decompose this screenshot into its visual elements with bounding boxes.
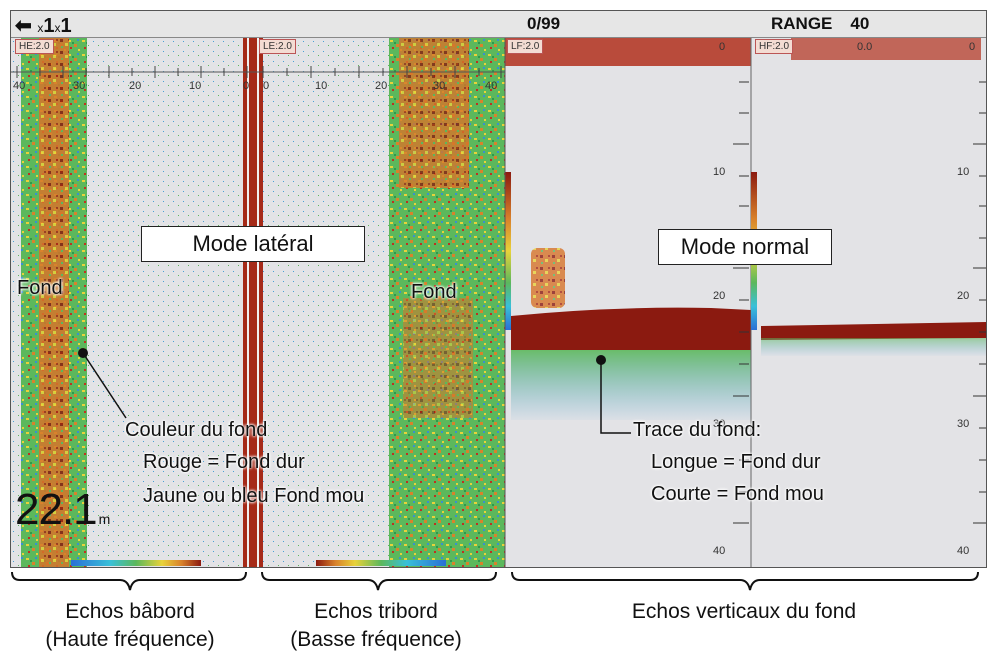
bottom-trace-short: Courte = Fond mou — [651, 483, 824, 505]
depth-value: 22.1 — [15, 485, 98, 534]
side-scale-label: 30 — [433, 80, 446, 92]
lf-top-scale: 0 — [719, 41, 726, 53]
bottom-color-soft: Jaune ou bleu Fond mou — [143, 485, 365, 507]
hf-depth-label: 20 — [957, 290, 970, 302]
normal-mode-callout: Mode normal — [658, 229, 832, 265]
side-scale-label: 40 — [13, 80, 26, 92]
side-scale-label: 20 — [129, 80, 142, 92]
side-scale-label: 30 — [73, 80, 86, 92]
hf-bottom-trace — [761, 322, 986, 340]
port-color-bar — [71, 560, 201, 566]
hf-depth-label: 10 — [957, 166, 970, 178]
hf-panel-tag: HF:2.0 — [755, 39, 794, 54]
hf-panel-background — [751, 38, 986, 567]
side-scale-label: 20 — [375, 80, 388, 92]
left-arrow-icon[interactable]: ⬅ — [15, 15, 32, 37]
starboard-panel-tag: LE:2.0 — [259, 39, 296, 54]
lf-depth-label: 40 — [713, 545, 726, 557]
lf-depth-label: 30 — [713, 418, 726, 430]
bottom-trace-long: Longue = Fond dur — [651, 451, 821, 473]
sonar-display: ⬅ x1x1 0/99 RANGE 40 — [10, 10, 987, 568]
bottom-color-title: Couleur du fond — [125, 419, 268, 441]
side-scale-label: 10 — [189, 80, 202, 92]
bottom-color-hard: Rouge = Fond dur — [143, 451, 305, 473]
hf-top-scale-right: 0 — [969, 41, 976, 53]
lf-depth-label: 10 — [713, 166, 726, 178]
echo-image — [11, 38, 986, 567]
hf-depth-label: 30 — [957, 418, 970, 430]
zoom-indicator[interactable]: ⬅ x1x1 — [15, 15, 72, 37]
depth-unit: m — [98, 511, 111, 527]
range-value: 40 — [850, 14, 870, 33]
lf-bottom-trace — [511, 307, 751, 350]
zoom-value-a: 1 — [43, 15, 55, 37]
side-scale-label: 40 — [485, 80, 498, 92]
starboard-caption: Echos tribord (Basse fréquence) — [290, 600, 462, 651]
hf-depth-label: 40 — [957, 545, 970, 557]
starboard-brace — [261, 571, 497, 591]
lf-depth-label: 20 — [713, 290, 726, 302]
status-bar: ⬅ x1x1 0/99 RANGE 40 — [11, 11, 986, 38]
port-hard-bottom — [39, 38, 69, 567]
side-scale-label: 0 — [263, 80, 270, 92]
side-scale-ticks — [16, 66, 502, 78]
fond-label-port: Fond — [17, 277, 63, 299]
range-label: RANGE — [771, 14, 833, 33]
record-counter: 0/99 — [527, 14, 561, 33]
side-scale-label: 0 — [243, 80, 250, 92]
lf-surface-echo — [505, 38, 751, 66]
bottom-color-marker — [78, 348, 88, 358]
fond-label-starboard: Fond — [411, 281, 457, 303]
bottom-trace-marker — [596, 355, 606, 365]
starboard-color-bar — [316, 560, 446, 566]
hf-surface-echo — [791, 38, 981, 60]
zoom-value-b: 1 — [60, 15, 72, 37]
port-caption: Echos bâbord (Haute fréquence) — [45, 600, 215, 651]
vertical-brace — [511, 571, 979, 591]
lf-color-scale — [505, 172, 511, 330]
range-indicator[interactable]: RANGE 40 — [771, 14, 869, 34]
hf-top-scale: 0.0 — [857, 41, 873, 53]
port-panel-tag: HE:2.0 — [15, 39, 54, 54]
side-scale-label: 10 — [315, 80, 328, 92]
port-brace — [11, 571, 247, 591]
lf-panel-tag: LF:2.0 — [507, 39, 544, 54]
bottom-trace-title: Trace du fond: — [633, 419, 762, 441]
side-mode-callout: Mode latéral — [141, 226, 365, 262]
depth-readout: 22.1 m — [15, 485, 111, 535]
vertical-caption: Echos verticaux du fond — [631, 600, 857, 623]
depth-scale-ticks — [733, 81, 986, 524]
